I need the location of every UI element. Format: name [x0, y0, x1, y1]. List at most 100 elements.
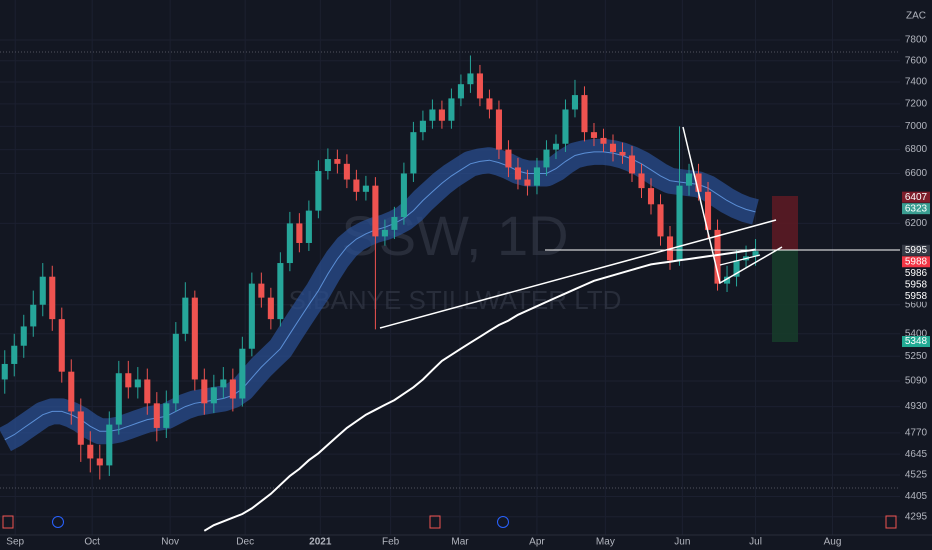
- candle-body: [400, 173, 407, 217]
- y-tick-label: 5250: [905, 351, 928, 362]
- candle-body: [144, 379, 151, 404]
- candle-body: [305, 210, 312, 243]
- candle-body: [723, 276, 731, 284]
- candle-body: [391, 216, 398, 230]
- y-tick-label: 6600: [905, 168, 928, 179]
- candle-body: [372, 185, 379, 237]
- candle-body: [1, 363, 8, 380]
- event-icon[interactable]: [2, 515, 14, 529]
- candle-body: [438, 109, 445, 121]
- y-tick-label: 7800: [905, 35, 928, 46]
- candle-body: [106, 424, 113, 466]
- x-tick-label: Dec: [236, 537, 254, 548]
- candle-body: [752, 251, 759, 257]
- candle-body: [419, 120, 426, 133]
- candle-body: [505, 149, 512, 168]
- candle-body: [277, 263, 284, 320]
- candle-body: [115, 373, 122, 425]
- price-tag-label: 5986: [905, 268, 928, 279]
- candle-body: [191, 297, 198, 380]
- candle-body: [609, 143, 617, 152]
- candle-body: [552, 143, 560, 150]
- ma-200-line: [203, 248, 756, 532]
- x-tick-label: Nov: [161, 537, 179, 548]
- candle-body: [30, 304, 37, 327]
- candle-body: [514, 167, 521, 180]
- candle-body: [248, 283, 255, 349]
- candle-body: [220, 379, 227, 388]
- y-tick-label: 5600: [905, 299, 928, 310]
- price-tag-label: 5958: [905, 279, 928, 290]
- candle-body: [267, 297, 274, 320]
- candle-body: [49, 276, 56, 320]
- price-tag: [902, 290, 930, 302]
- x-tick-label: Mar: [451, 537, 469, 548]
- candle-body: [448, 98, 455, 121]
- candle-body: [733, 260, 740, 277]
- currency-label: ZAC: [906, 11, 926, 22]
- x-tick-label: May: [596, 537, 615, 548]
- candle-body: [657, 204, 664, 237]
- candle-body: [429, 109, 436, 121]
- candle-body: [315, 171, 322, 211]
- price-tag: [902, 191, 930, 203]
- y-tick-label: 4930: [905, 401, 928, 412]
- candle-body: [600, 137, 607, 144]
- candle-body: [229, 379, 236, 399]
- candle-body: [628, 155, 636, 174]
- candle-body: [201, 379, 208, 404]
- price-tag-label: 5348: [905, 336, 928, 347]
- candle-body: [77, 411, 84, 445]
- x-tick-label: Apr: [529, 537, 545, 548]
- y-tick-label: 6200: [905, 218, 928, 229]
- y-tick-label: 4645: [905, 449, 928, 460]
- risk-box: [772, 196, 798, 250]
- candle-body: [524, 179, 531, 186]
- candle-body: [467, 73, 474, 85]
- candle-body: [581, 95, 588, 133]
- x-tick-label: Jun: [674, 537, 690, 548]
- price-tag: [902, 267, 930, 279]
- candle-body: [571, 95, 579, 110]
- candle-body: [476, 73, 483, 99]
- event-icon[interactable]: [429, 515, 441, 529]
- plot: [0, 55, 759, 532]
- candle-body: [410, 132, 417, 174]
- price-tag: [902, 256, 930, 268]
- candle-body: [87, 444, 94, 459]
- price-tag: [902, 244, 930, 256]
- candle-body: [533, 167, 540, 186]
- candle-body: [562, 109, 569, 144]
- dividend-icon[interactable]: [497, 516, 509, 528]
- reward-box: [772, 250, 798, 342]
- candle-body: [324, 159, 331, 172]
- price-tag-label: 5995: [905, 245, 928, 256]
- price-tag: [902, 279, 930, 291]
- candle-body: [163, 403, 170, 428]
- y-tick-label: 4525: [905, 470, 928, 481]
- candle-body: [239, 348, 246, 399]
- candle-body: [457, 84, 464, 99]
- y-tick-label: 4770: [905, 428, 928, 439]
- candle-body: [210, 387, 217, 404]
- y-tick-label: 7000: [905, 121, 928, 132]
- y-tick-label: 5400: [905, 328, 928, 339]
- candle-body: [486, 98, 493, 110]
- candle-body: [20, 326, 27, 346]
- candle-body: [381, 229, 388, 237]
- candle-body: [676, 185, 683, 261]
- candle-body: [134, 379, 141, 388]
- candle-body: [704, 191, 712, 230]
- candle-body: [362, 185, 369, 192]
- candle-body: [68, 371, 75, 412]
- candle-body: [58, 319, 65, 372]
- candle-body: [39, 276, 46, 305]
- candle-body: [685, 173, 693, 186]
- event-icon[interactable]: [885, 515, 897, 529]
- candle-body: [590, 132, 598, 138]
- candle-body: [638, 173, 645, 189]
- dividend-icon[interactable]: [52, 516, 64, 528]
- candle-body: [619, 151, 626, 156]
- candle-body: [296, 223, 303, 243]
